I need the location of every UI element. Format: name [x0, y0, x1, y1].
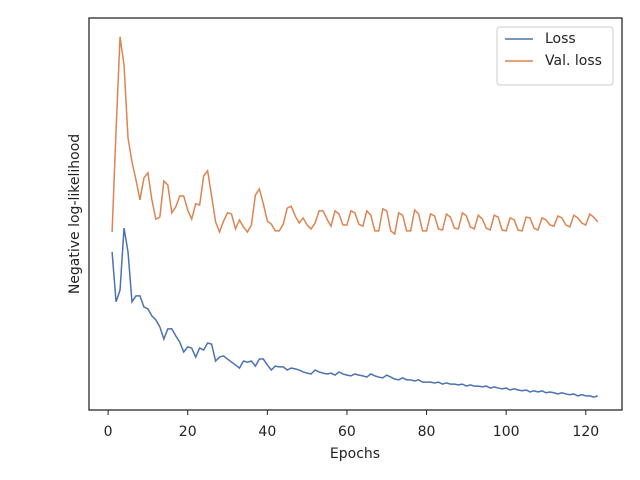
- y-axis-label: Negative log-likelihood: [67, 134, 83, 294]
- x-tick-label: 100: [493, 424, 520, 440]
- plot-frame: [88, 17, 623, 411]
- x-tick-label: 20: [179, 424, 197, 440]
- legend-label: Val. loss: [545, 53, 602, 69]
- x-axis-label: Epochs: [330, 446, 380, 462]
- line-series: [111, 36, 599, 236]
- line-series: [111, 227, 598, 398]
- legend-label: Loss: [545, 31, 576, 47]
- x-tick-label: 0: [104, 424, 113, 440]
- x-tick-label: 80: [418, 424, 436, 440]
- legend-box: [496, 26, 614, 86]
- x-tick-label: 40: [258, 424, 276, 440]
- x-tick-label: 120: [572, 424, 599, 440]
- x-tick-label: 60: [338, 424, 356, 440]
